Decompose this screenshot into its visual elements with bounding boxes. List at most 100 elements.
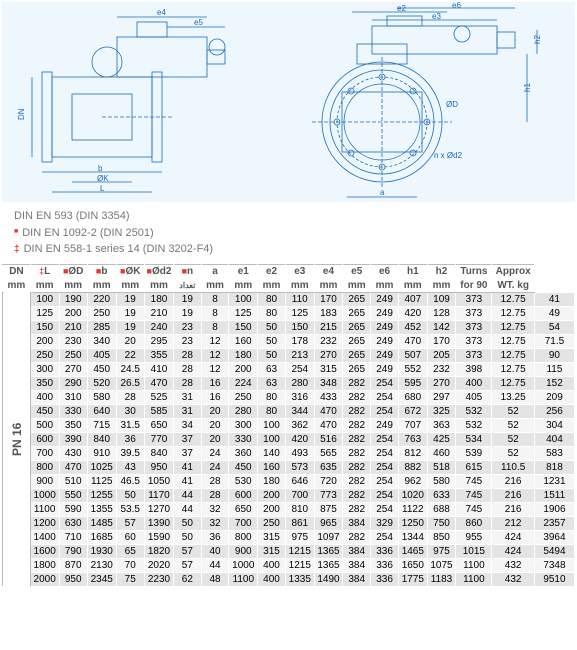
cell: 44 (174, 488, 202, 502)
cell: 249 (371, 362, 399, 376)
cell: 282 (343, 488, 371, 502)
cell: 1930 (87, 544, 116, 558)
cell: 688 (427, 502, 456, 516)
cell: 53.5 (116, 502, 144, 516)
cell: 50 (258, 334, 286, 348)
cell: 580 (427, 474, 456, 488)
cell: 75 (116, 572, 144, 586)
cell: 19 (116, 292, 144, 306)
table-row: 1252002501921019812580125183265249420128… (3, 306, 575, 320)
dim-e4: e4 (157, 8, 166, 17)
cell: 290 (59, 376, 87, 390)
cell: 80 (258, 390, 286, 404)
cell: 565 (314, 446, 343, 460)
cell: 1000 (229, 558, 258, 572)
cell: 510 (59, 474, 87, 488)
cell: 80 (258, 292, 286, 306)
cell: 360 (229, 446, 258, 460)
cell: 672 (398, 404, 427, 418)
cell: 790 (59, 544, 87, 558)
cell: 861 (285, 516, 314, 530)
cell: 5494 (534, 544, 574, 558)
cell: 71.5 (534, 334, 574, 348)
cell: 282 (343, 390, 371, 404)
cell: 31 (174, 390, 202, 404)
cell: 550 (59, 488, 87, 502)
cell: 282 (343, 432, 371, 446)
cell: 1170 (144, 488, 173, 502)
col-unit: mm (285, 278, 314, 292)
table-row: 1000550125550117044286002007007732822541… (3, 488, 575, 502)
cell: 384 (343, 558, 371, 572)
cell: 216 (492, 488, 534, 502)
cell: 1125 (87, 474, 116, 488)
cell: 384 (343, 544, 371, 558)
cell: 384 (343, 516, 371, 530)
col-header: DN (3, 264, 31, 278)
col-header: Turns (456, 264, 492, 278)
cell: 12.75 (492, 376, 534, 390)
cell: 707 (398, 418, 427, 432)
cell: 232 (314, 334, 343, 348)
col-header: Approx (492, 264, 534, 278)
cell: 1250 (398, 516, 427, 530)
note-3: DIN EN 558-1 series 14 (DIN 3202-F4) (14, 241, 575, 258)
cell: 1097 (314, 530, 343, 544)
cell: 20 (201, 432, 229, 446)
cell: 405 (87, 348, 116, 362)
col-unit: mm (144, 278, 173, 292)
cell: 525 (144, 390, 173, 404)
cell: 373 (456, 292, 492, 306)
cell: 450 (30, 404, 59, 418)
table-row: 1200630148557139050327002508619653843291… (3, 516, 575, 530)
cell: 1600 (30, 544, 59, 558)
cell: 745 (456, 474, 492, 488)
cell: 420 (398, 306, 427, 320)
cell: 700 (229, 516, 258, 530)
cell: 420 (285, 432, 314, 446)
cell: 28 (201, 488, 229, 502)
cell: 249 (371, 292, 399, 306)
cell: 304 (534, 418, 574, 432)
cell: 470 (144, 376, 173, 390)
cell: 600 (229, 488, 258, 502)
col-header: ■ØD (59, 264, 87, 278)
cell: 24 (201, 460, 229, 474)
cell: 585 (144, 404, 173, 418)
cell: 19 (116, 320, 144, 334)
cell: 39.5 (116, 446, 144, 460)
cell: 534 (456, 432, 492, 446)
cell: 50 (258, 320, 286, 334)
cell: 362 (285, 418, 314, 432)
cell: 316 (285, 390, 314, 404)
cell: 54 (534, 320, 574, 334)
cell: 282 (343, 418, 371, 432)
cell: 955 (456, 530, 492, 544)
cell: 470 (314, 404, 343, 418)
cell: 1075 (427, 558, 456, 572)
cell: 282 (343, 376, 371, 390)
cell: 254 (371, 530, 399, 544)
table-row: 70043091039.5840372436014049356528225481… (3, 446, 575, 460)
cell: 350 (30, 376, 59, 390)
cell: 24.5 (116, 362, 144, 376)
cell: 715 (87, 418, 116, 432)
cell: 763 (398, 432, 427, 446)
col-unit: mm (87, 278, 116, 292)
cell: 300 (30, 362, 59, 376)
cell: 355 (144, 348, 173, 362)
cell: 1490 (314, 572, 343, 586)
col-header: ■b (87, 264, 116, 278)
col-header: h1 (398, 264, 427, 278)
cell: 1100 (456, 558, 492, 572)
table-row: 6003908403677037203301004205162822547634… (3, 432, 575, 446)
cell: 700 (285, 488, 314, 502)
table-row: 1400710168560159050368003159751097282254… (3, 530, 575, 544)
cell: 12 (201, 334, 229, 348)
cell: 1775 (398, 572, 427, 586)
cell: 110 (285, 292, 314, 306)
standards-notes: DIN EN 593 (DIN 3354) DIN EN 1092-2 (DIN… (2, 202, 575, 264)
col-header: ■ØK (116, 264, 144, 278)
dim-nxOd2: n x Ød2 (434, 151, 463, 160)
cell: 13.25 (492, 390, 534, 404)
